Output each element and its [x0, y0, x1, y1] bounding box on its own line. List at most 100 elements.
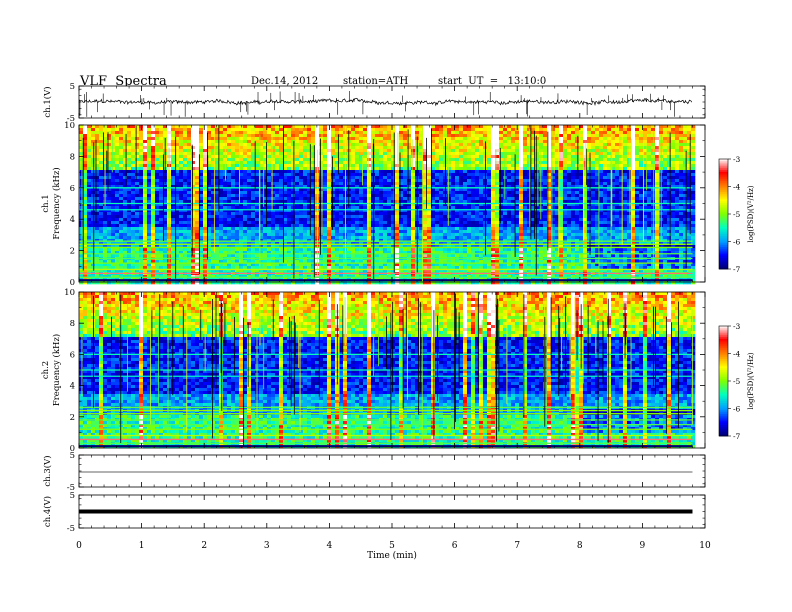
spec1-cell: [583, 128, 588, 132]
spec1-cell: [215, 179, 220, 183]
spec1-cell: [167, 137, 172, 141]
spec1-cell: [679, 134, 684, 138]
spec1-cell: [679, 125, 684, 129]
spec1-cell: [151, 173, 156, 177]
spec1-cell: [295, 137, 300, 141]
spec1-cell: [427, 179, 432, 183]
spec1-cell: [407, 179, 412, 183]
spec1-cell: [467, 137, 472, 141]
spec1-cell: [255, 200, 260, 204]
spec1-cell: [459, 164, 464, 168]
spec1-cell: [407, 128, 412, 132]
spec1-cell: [199, 131, 204, 135]
spec1-cell: [399, 131, 404, 135]
spec1-cell: [495, 149, 500, 153]
spec1-cell: [283, 188, 288, 192]
spec1-cell: [83, 161, 88, 165]
spec1-cell: [231, 146, 236, 150]
spec1-cell: [179, 149, 184, 153]
spec1-cell: [431, 191, 436, 195]
spec1-cell: [447, 128, 452, 132]
spec1-cell: [155, 146, 160, 150]
spec1-cell: [183, 185, 188, 189]
spec1-cell: [623, 152, 628, 156]
spec1-cell: [335, 170, 340, 174]
spec1-cell: [523, 161, 528, 165]
spec1-cell: [563, 209, 568, 213]
spec1-cell: [351, 191, 356, 195]
spec1-cell: [603, 212, 608, 216]
spec1-cell: [491, 203, 496, 207]
spec1-cell: [275, 149, 280, 153]
spec1-cell: [595, 149, 600, 153]
spec1-cell: [139, 206, 144, 210]
spec1-cell: [199, 146, 204, 150]
spec1-cell: [675, 125, 680, 129]
spec1-cell: [363, 203, 368, 207]
spec1-cell: [331, 176, 336, 180]
spec1-cell: [323, 188, 328, 192]
spec1-cell: [423, 155, 428, 159]
spec1-cell: [615, 200, 620, 204]
spec1-cell: [387, 125, 392, 129]
spec1-cell: [419, 131, 424, 135]
spec1-cell: [287, 134, 292, 138]
spec1-cell: [543, 140, 548, 144]
spec1-cell: [171, 188, 176, 192]
spec1-cell: [451, 215, 456, 219]
spec1-cell: [267, 206, 272, 210]
spec1-cell: [679, 182, 684, 186]
spec1-cell: [463, 173, 468, 177]
spec1-cell: [203, 203, 208, 207]
spec1-cell: [215, 137, 220, 141]
spec1-cell: [183, 188, 188, 192]
spec1-cell: [299, 143, 304, 147]
spec1-cell: [203, 179, 208, 183]
spec1-cell: [135, 194, 140, 198]
spec1-cell: [575, 164, 580, 168]
spec1-cell: [291, 149, 296, 153]
spec1-cell: [355, 209, 360, 213]
spec1-cell: [623, 158, 628, 162]
spec1-cell: [395, 194, 400, 198]
spec1-cell: [311, 155, 316, 159]
spec1-cell: [95, 131, 100, 135]
spec1-cell: [231, 158, 236, 162]
spec1-cell: [511, 209, 516, 213]
spec1-cell: [335, 134, 340, 138]
spec1-cell: [203, 152, 208, 156]
spec1-cell: [207, 143, 212, 147]
spec1-cell: [339, 188, 344, 192]
spec1-cell: [171, 200, 176, 204]
spec1-cell: [119, 149, 124, 153]
spec1-cell: [427, 191, 432, 195]
spec1-cell: [259, 206, 264, 210]
spec1-cell: [391, 134, 396, 138]
spec1-cell: [303, 179, 308, 183]
spec1-cell: [611, 179, 616, 183]
spec1-cell: [503, 215, 508, 219]
spec1-cell: [655, 167, 660, 171]
spec1-cell: [435, 197, 440, 201]
spec1-cell: [467, 212, 472, 216]
spec1-cell: [203, 128, 208, 132]
spec1-cell: [647, 182, 652, 186]
spec1-cell: [607, 167, 612, 171]
spec1-cell: [423, 191, 428, 195]
spec1-cell: [331, 143, 336, 147]
spec1-cell: [123, 191, 128, 195]
spec1-cell: [327, 134, 332, 138]
spec1-cell: [203, 170, 208, 174]
spec1-cell: [367, 137, 372, 141]
spec1-cell: [251, 182, 256, 186]
spec1-cell: [499, 161, 504, 165]
spec1-cell: [327, 191, 332, 195]
spec1-cell: [651, 209, 656, 213]
spec1-cell: [239, 188, 244, 192]
spec1-cell: [583, 158, 588, 162]
spec1-cell: [143, 212, 148, 216]
spec1-cell: [211, 131, 216, 135]
spec1-cell: [591, 128, 596, 132]
spec1-cell: [367, 173, 372, 177]
spec1-cell: [251, 191, 256, 195]
